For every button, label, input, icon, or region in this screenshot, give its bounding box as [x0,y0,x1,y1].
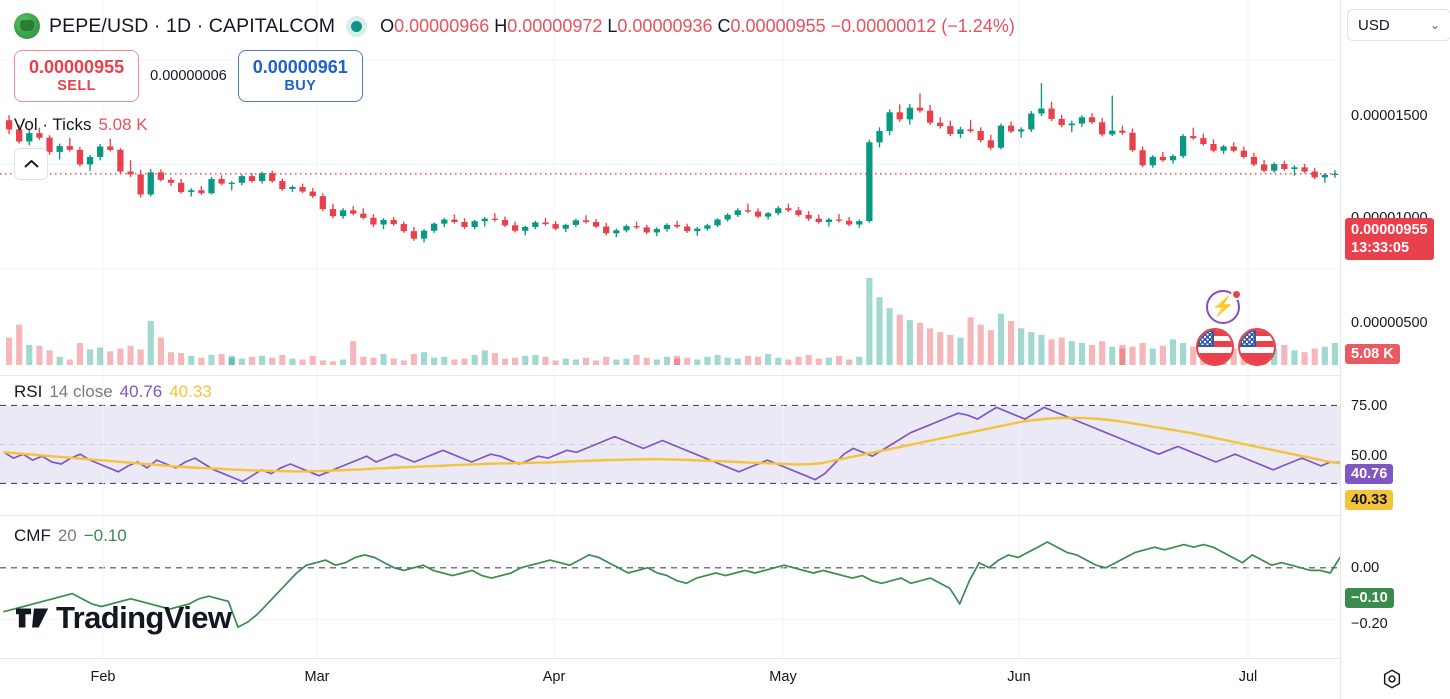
rsi-legend-name: RSI [14,382,43,401]
order-widget: 0.00000955 SELL 0.00000006 0.00000961 BU… [14,50,363,102]
buy-button[interactable]: 0.00000961 BUY [237,50,363,102]
spread-value: 0.00000006 [150,67,227,84]
volume-legend-name: Vol · Ticks [14,115,92,134]
rsi-legend[interactable]: RSI 14 close 40.76 40.33 [14,382,212,402]
cmf-axis-label-1: −0.20 [1351,616,1388,632]
rsi-value-tag-1[interactable]: 40.33 [1345,490,1394,510]
chart-header-legend: PEPE/USD · 1D · CAPITALCOM O0.00000966 H… [14,13,1015,39]
ohlc-low-value: 0.00000936 [617,15,713,36]
ohlc-high-key: H [494,15,508,36]
price-axis-label-0: 0.00001500 [1351,108,1428,124]
change-absolute: −0.00000012 [830,15,937,36]
watermark-text: TradingView [56,600,232,635]
tradingview-watermark: TradingView [16,600,232,636]
sell-price: 0.00000955 [29,57,125,77]
rsi-axis-label-0: 75.00 [1351,398,1388,414]
cmf-legend-name: CMF [14,526,51,545]
cmf-value-tag-0[interactable]: −0.10 [1345,588,1394,608]
volume-legend-value: 5.08 K [98,115,148,134]
buy-label: BUY [284,77,317,94]
current-price-tag[interactable]: 0.00000955 13:33:05 [1345,218,1434,261]
cmf-legend-value: −0.10 [83,526,127,545]
time-axis-label-apr: Apr [542,669,566,685]
us-flag-badge-back[interactable] [1196,328,1234,366]
ohlc-close-key: C [717,15,731,36]
price-pane[interactable] [0,0,1340,375]
rsi-axis-label-1: 50.00 [1351,448,1388,464]
notification-dot-icon [1231,289,1242,300]
us-flag-icon [1240,330,1274,364]
rsi-chart-svg [0,376,1340,515]
rsi-pane[interactable] [0,375,1340,515]
current-price-countdown: 13:33:05 [1351,240,1410,257]
rsi-legend-value: 40.76 [119,382,163,401]
time-axis[interactable]: Feb Mar Apr May Jun Jul [0,658,1340,699]
sell-button[interactable]: 0.00000955 SELL [14,50,140,102]
rsi-legend-params: 14 close [49,382,113,401]
hexagon-settings-icon[interactable] [1381,668,1403,690]
ohlc-open-value: 0.00000966 [394,15,490,36]
rsi-value-tag-0[interactable]: 40.76 [1345,464,1394,484]
ohlc-close-value: 0.00000955 [730,15,826,36]
currency-select[interactable]: USD ⌄ [1347,9,1450,41]
ohlc-values: O0.00000966 H0.00000972 L0.00000936 C0.0… [380,16,1015,37]
buy-price: 0.00000961 [252,57,348,77]
volume-legend[interactable]: Vol · Ticks 5.08 K [14,115,148,135]
chevron-up-icon [24,160,38,168]
ohlc-open-key: O [380,15,395,36]
cmf-pane[interactable] [0,515,1340,658]
market-open-dot-icon [351,20,363,32]
price-chart-svg [0,0,1340,375]
collapse-pane-button[interactable] [14,148,48,180]
page-title[interactable]: PEPE/USD · 1D · CAPITALCOM [49,14,336,37]
sell-label: SELL [57,77,96,94]
time-axis-label-jul: Jul [1238,669,1258,685]
us-flag-icon [1198,330,1232,364]
current-price-value: 0.00000955 [1351,222,1428,238]
rsi-ma-legend-value: 40.33 [169,382,212,401]
time-axis-label-jun: Jun [1007,669,1031,685]
change-percent: (−1.24%) [941,15,1015,36]
lightning-bolt-icon: ⚡ [1211,296,1235,318]
time-axis-label-may: May [769,669,797,685]
cmf-legend-params: 20 [57,526,77,545]
volume-value-tag[interactable]: 5.08 K [1345,344,1400,364]
ohlc-low-key: L [607,15,618,36]
time-axis-label-mar: Mar [304,669,330,685]
cmf-axis-label-0: 0.00 [1351,560,1380,576]
alerts-bolt-badge[interactable]: ⚡ [1206,289,1242,324]
cmf-chart-svg [0,516,1340,658]
currency-select-value: USD [1358,16,1390,34]
chevron-down-icon: ⌄ [1429,18,1440,32]
us-flag-badge-front[interactable] [1238,328,1276,366]
time-axis-label-feb: Feb [90,669,116,685]
pepe-coin-icon [14,13,40,39]
price-axis-label-2: 0.00000500 [1351,315,1428,331]
cmf-legend[interactable]: CMF 20 −0.10 [14,526,127,546]
tradingview-logo-icon [16,608,49,628]
ohlc-high-value: 0.00000972 [507,15,603,36]
price-axis[interactable]: USD ⌄ 0.000015000.000010000.000005000.00… [1340,0,1450,699]
